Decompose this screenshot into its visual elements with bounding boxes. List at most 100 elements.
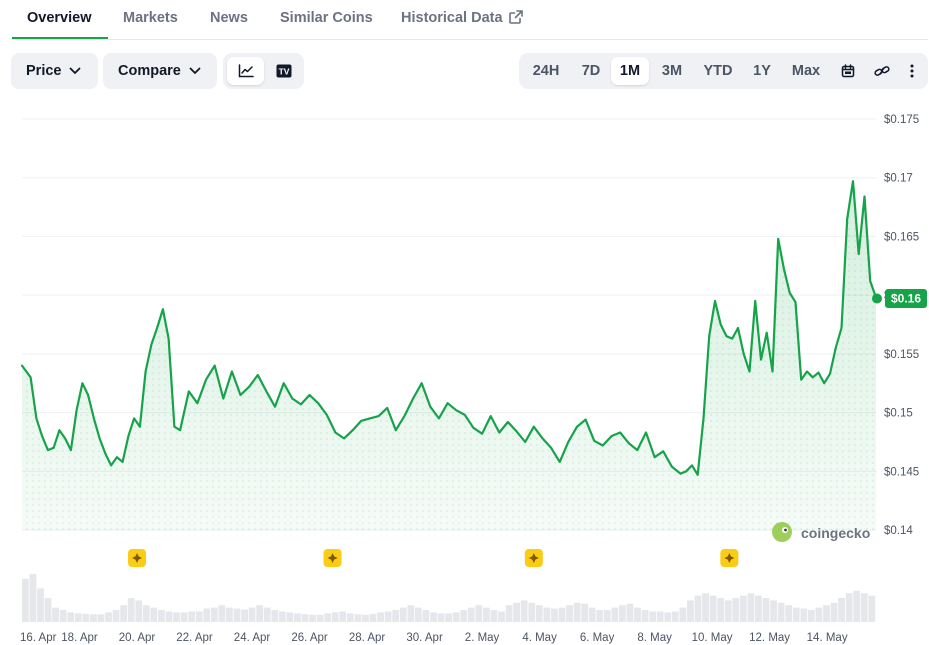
volume-bar [354,614,362,622]
event-marker-icon[interactable] [323,549,342,567]
price-area-dots [22,181,876,530]
volume-bar [301,614,309,622]
volume-bar [747,593,755,622]
volume-bar [105,612,112,622]
volume-bar [309,614,316,622]
share-link-button[interactable] [867,57,897,85]
x-tick-label: 18. Apr [61,632,98,644]
volume-bar [777,602,785,622]
volume-bar [460,610,468,622]
tab-news[interactable]: News [210,10,248,26]
event-marker-icon[interactable] [128,549,147,567]
x-tick-label: 2. May [465,632,500,644]
volume-bar [286,612,294,622]
volume-bar [498,611,505,622]
volume-bar [97,614,105,622]
price-dropdown[interactable]: Price [11,53,98,89]
volume-bar [619,605,626,622]
range-24h[interactable]: 24H [532,63,560,79]
volume-bar [520,600,528,622]
current-price-label: $0.16 [891,291,921,305]
compare-dropdown[interactable]: Compare [103,53,217,89]
volume-bar [195,611,203,622]
volume-bar [399,607,407,622]
y-tick-label: $0.145 [884,466,919,478]
volume-bar [324,613,332,622]
volume-bar [724,600,732,622]
volume-bar [158,610,165,622]
volume-bar [543,607,551,622]
x-tick-label: 24. Apr [234,632,271,644]
y-tick-label: $0.175 [884,114,919,126]
volume-bar [588,607,596,622]
chart-type-toggle: TV [223,53,304,89]
volume-bar [853,590,861,622]
price-dropdown-label: Price [26,63,62,79]
volume-bar [241,609,248,622]
x-tick-label: 26. Apr [291,632,328,644]
volume-bar [437,613,445,622]
range-max[interactable]: Max [791,63,821,79]
volume-bar [430,612,437,622]
volume-bar [838,598,845,622]
volume-bar [271,610,279,622]
volume-bar [717,598,725,622]
tab-similar-coins[interactable]: Similar Coins [280,10,373,26]
volume-bar [377,612,384,622]
volume-bar [188,611,196,622]
volume-bar [210,607,218,622]
active-tab-indicator [12,37,108,39]
volume-bar [233,608,241,622]
range-7d[interactable]: 7D [581,63,601,79]
current-price-badge: $0.16 [872,288,927,308]
tab-historical-data[interactable]: Historical Data [401,10,523,26]
volume-bar [150,607,158,622]
volume-bar [392,610,400,622]
volume-bar [112,610,120,622]
event-markers [128,549,739,567]
volume-bar [475,605,483,622]
volume-bar [339,611,347,622]
x-tick-label: 16. Apr [20,632,57,644]
y-tick-label: $0.14 [884,525,913,537]
volume-bar [263,607,271,622]
tradingview-button[interactable]: TV [265,57,302,85]
coingecko-watermark-text: coingecko [801,525,870,541]
more-options-button[interactable] [901,57,923,85]
compare-dropdown-label: Compare [118,63,181,79]
volume-bar [67,612,75,622]
range-3m[interactable]: 3M [661,63,683,79]
volume-bar [762,598,770,622]
volume-bar [641,610,649,622]
range-1m[interactable]: 1M [611,57,649,85]
line-chart-button[interactable] [227,57,264,85]
volume-bar [452,612,460,622]
volume-bar [294,613,301,622]
volume-bar [513,602,520,622]
event-marker-icon[interactable] [720,549,739,567]
volume-bar [52,607,59,622]
volume-bar [739,595,747,622]
volume-bar [407,605,415,622]
volume-bar [422,610,430,622]
volume-bar [483,607,490,622]
volume-bar [445,613,452,622]
price-chart[interactable]: $0.175 $0.17 $0.165 $0.16 $0.155 $0.15 $0.145 $… [0,100,929,645]
tab-markets[interactable]: Markets [123,10,178,26]
tab-overview[interactable]: Overview [27,10,92,26]
line-chart-icon [238,64,254,78]
volume-bar [414,607,422,622]
event-marker-icon[interactable] [524,549,543,567]
volume-bar [551,608,558,622]
range-ytd[interactable]: YTD [703,63,733,79]
volume-bar [596,610,604,622]
calendar-button[interactable] [833,57,863,85]
volume-bars [22,574,876,622]
volume-bar [807,610,815,622]
volume-bar [815,607,823,622]
coingecko-watermark: coingecko [772,522,870,542]
x-tick-label: 30. Apr [406,632,443,644]
volume-bar [44,598,52,622]
range-1y[interactable]: 1Y [753,63,771,79]
x-tick-label: 28. Apr [349,632,386,644]
